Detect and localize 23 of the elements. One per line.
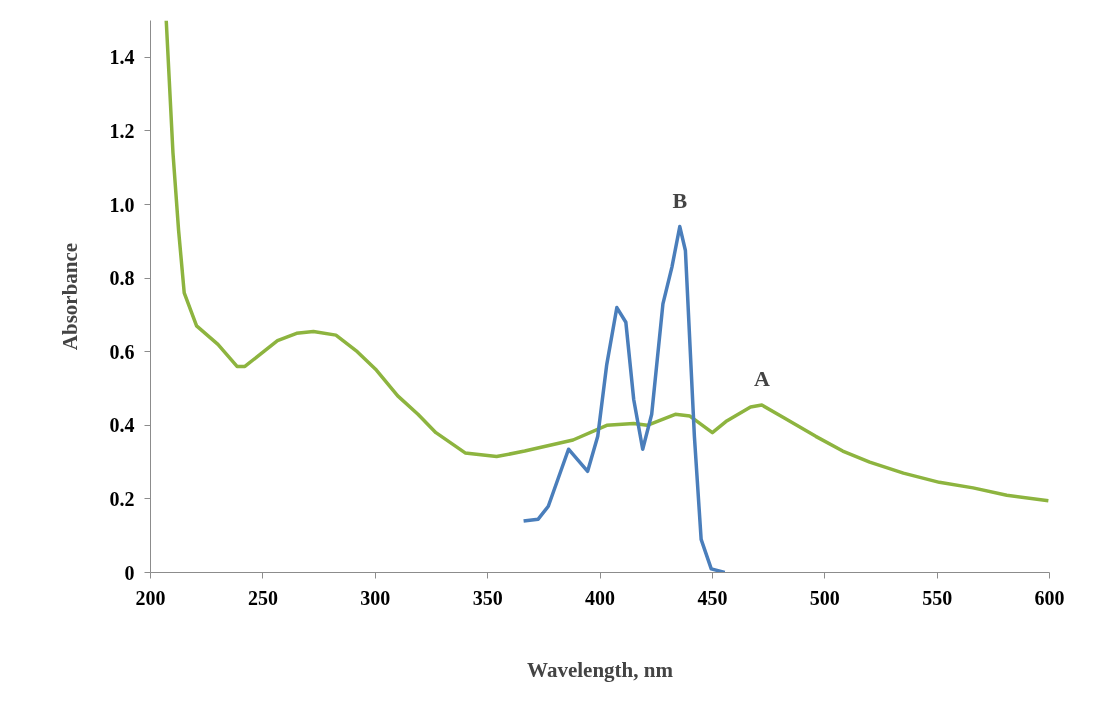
y-tick-label: 1.0 [109,193,135,216]
line-series [164,20,1050,503]
x-tick-label: 450 [697,586,728,609]
x-tick-label: 550 [922,586,953,609]
annotation: A [753,366,770,392]
y-tick-label: 0.6 [109,340,135,363]
x-tick-label: 250 [247,586,278,609]
y-tick-label: 0.2 [109,487,135,510]
line-series [521,224,727,573]
x-tick-label: 350 [472,586,503,609]
y-tick-label: 1.2 [109,119,135,142]
x-tick-label: 500 [809,586,840,609]
y-tick-label: 0.8 [109,267,135,290]
x-tick-label: 300 [360,586,391,609]
annotation: B [672,187,688,213]
y-tick-label: 0 [124,561,135,584]
x-tick-label: 600 [1034,586,1065,609]
x-tick-label: 400 [585,586,615,609]
y-tick-label: 0.4 [109,414,135,437]
y-axis-title: Absorbance [57,242,82,351]
y-tick-label: 1.4 [109,46,135,69]
x-tick-label: 200 [135,586,166,609]
x-axis-title: Wavelength, nm [527,657,674,682]
